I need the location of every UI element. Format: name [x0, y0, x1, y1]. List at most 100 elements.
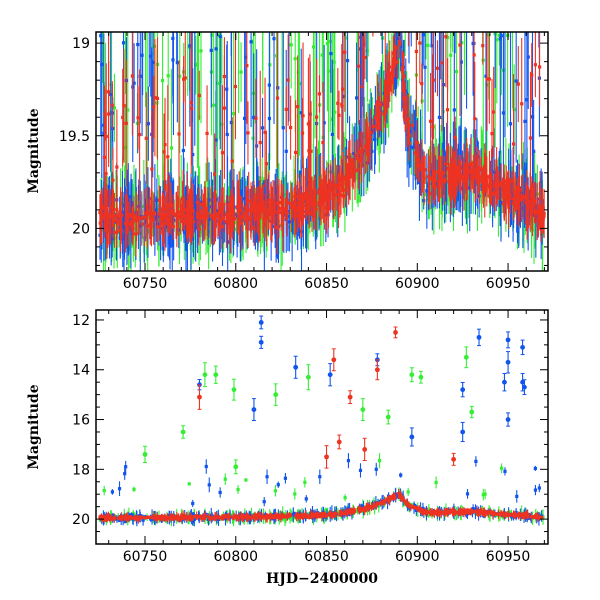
blue-point: [192, 517, 196, 522]
red-point: [298, 195, 303, 200]
green-point: [465, 4, 468, 7]
red-point: [134, 215, 139, 220]
blue-point: [204, 464, 208, 469]
blue-point: [284, 149, 288, 153]
green-point: [236, 487, 240, 492]
red-point: [200, 203, 204, 207]
green-point: [342, 171, 346, 175]
blue-point: [465, 25, 468, 28]
red-point: [134, 232, 138, 236]
red-point: [445, 108, 450, 112]
red-point: [213, 219, 217, 223]
blue-point: [265, 475, 269, 479]
red-point: [128, 213, 132, 217]
red-point: [391, 73, 396, 78]
green-point: [273, 489, 278, 493]
red-point: [539, 213, 543, 217]
blue-point: [120, 210, 125, 215]
red-point: [301, 207, 305, 211]
blue-point: [459, 60, 463, 64]
blue-point: [267, 116, 272, 121]
red-point: [148, 223, 152, 227]
red-point: [473, 117, 477, 121]
red-point: [302, 195, 306, 199]
red-point: [343, 50, 347, 54]
red-point: [363, 144, 367, 149]
red-point: [245, 64, 249, 68]
red-point: [166, 217, 170, 222]
red-point: [491, 192, 495, 196]
blue-point: [444, 174, 448, 179]
red-point: [533, 199, 537, 203]
red-point: [435, 66, 440, 70]
red-point: [537, 203, 541, 208]
red-point: [324, 196, 328, 200]
green-point: [326, 69, 331, 73]
red-point: [289, 201, 293, 206]
red-point: [365, 143, 369, 147]
green-point: [434, 165, 439, 169]
top-panel-frame: [95, 31, 549, 272]
red-point: [188, 218, 192, 222]
red-point: [529, 194, 533, 198]
red-point: [130, 74, 134, 78]
blue-point: [530, 115, 535, 119]
red-point: [453, 179, 457, 183]
green-point: [194, 63, 198, 67]
red-point: [246, 131, 250, 135]
blue-point: [352, 151, 356, 156]
red-point: [382, 112, 386, 116]
green-point: [102, 488, 106, 493]
red-point: [438, 171, 442, 175]
red-point: [219, 203, 223, 207]
red-point: [533, 63, 537, 67]
red-point: [238, 208, 242, 212]
red-point: [421, 172, 425, 177]
red-point: [346, 177, 350, 181]
red-point: [428, 119, 433, 123]
blue-point: [509, 200, 514, 204]
green-point: [144, 22, 147, 25]
red-point: [506, 191, 510, 195]
blue-point: [99, 34, 103, 38]
blue-point: [503, 21, 506, 24]
green-point: [500, 7, 503, 10]
red-point: [254, 205, 258, 209]
green-point: [186, 19, 189, 22]
blue-point: [423, 65, 427, 69]
red-point: [363, 55, 367, 60]
top-x-tick-label: 60750: [123, 276, 168, 292]
blue-point: [399, 44, 403, 49]
red-point: [465, 178, 469, 182]
blue-point: [223, 517, 228, 521]
red-point: [512, 197, 516, 202]
red-point: [364, 132, 369, 136]
red-point: [528, 199, 532, 203]
red-point: [496, 196, 500, 200]
red-point: [245, 199, 249, 203]
green-point: [212, 103, 216, 107]
red-point: [263, 130, 267, 134]
green-point: [230, 513, 234, 517]
red-point: [169, 204, 173, 208]
red-point: [345, 168, 349, 173]
red-point: [416, 164, 420, 169]
red-point: [513, 190, 517, 194]
red-point: [328, 185, 332, 189]
red-point: [99, 215, 103, 219]
blue-point: [336, 190, 340, 194]
blue-point: [225, 132, 229, 137]
red-point: [177, 132, 181, 136]
blue-point: [249, 40, 253, 44]
red-point: [488, 186, 493, 190]
blue-point: [471, 41, 475, 46]
red-point: [348, 175, 352, 179]
green-point: [234, 227, 238, 231]
green-point: [160, 78, 165, 83]
blue-point: [252, 115, 256, 120]
red-point: [477, 180, 481, 184]
red-point: [124, 121, 128, 125]
blue-point: [365, 0, 368, 1]
red-point: [459, 174, 463, 178]
